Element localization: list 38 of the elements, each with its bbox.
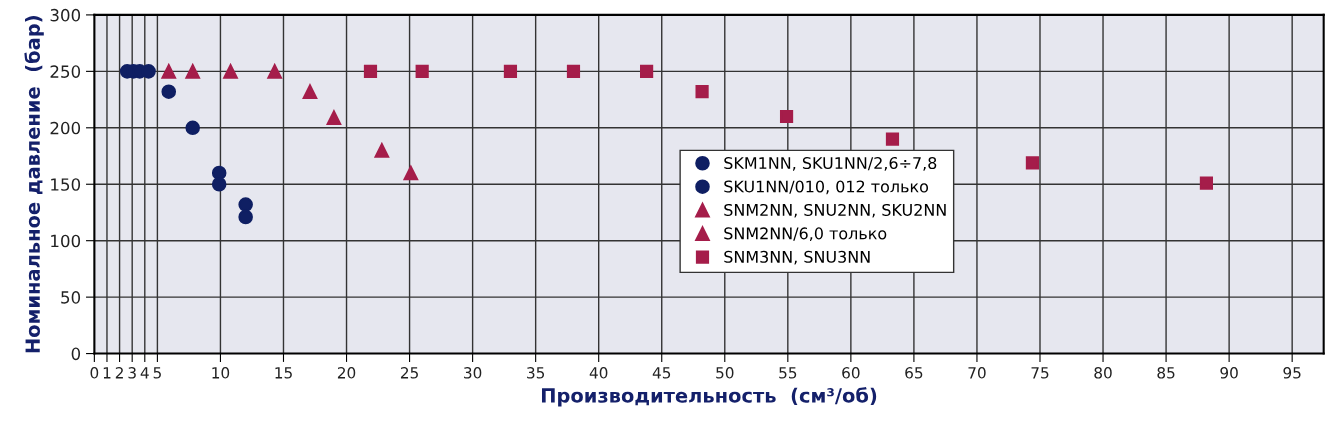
legend-label: SNM3NN, SNU3NN	[724, 250, 870, 265]
y-tick-label: 100	[51, 234, 81, 248]
legend-label: SNM2NN, SNU2NN, SKU2NN	[724, 203, 946, 218]
x-tick-label: 25	[400, 367, 418, 379]
x-tick-label: 2	[115, 367, 123, 379]
y-tick-label: 50	[61, 291, 81, 304]
y-tick-label: 250	[50, 65, 81, 78]
x-tick-label: 60	[842, 367, 860, 379]
y-axis-title: Номинальное давление (бар)	[24, 16, 44, 353]
x-axis-title: Производительность (см³/об)	[541, 387, 877, 407]
y-tick-label: 150	[51, 178, 81, 191]
x-tick-label: 70	[968, 367, 986, 379]
x-tick-label: 50	[716, 367, 734, 379]
legend-label: SNM2NN/6,0 только	[724, 227, 887, 242]
y-tick-label: 200	[50, 121, 81, 135]
x-tick-label: 45	[652, 367, 671, 379]
x-tick-label: 1	[103, 367, 111, 379]
x-tick-label: 65	[905, 367, 923, 379]
x-tick-label: 5	[153, 367, 161, 379]
x-tick-label: 15	[275, 367, 292, 379]
x-tick-label: 30	[464, 367, 482, 379]
x-tick-label: 3	[128, 367, 136, 379]
y-tick-label: 0	[71, 347, 81, 361]
y-tick-label: 300	[50, 8, 81, 22]
x-tick-label: 95	[1283, 367, 1301, 379]
x-tick-label: 40	[589, 367, 608, 379]
x-tick-label: 55	[779, 367, 797, 379]
x-tick-label: 0	[90, 367, 99, 379]
x-tick-label: 90	[1220, 367, 1238, 379]
x-tick-label: 35	[527, 367, 545, 379]
x-tick-label: 20	[337, 367, 356, 379]
x-tick-label: 75	[1031, 367, 1049, 379]
legend-label: SKU1NN/010, 012 только	[724, 180, 929, 195]
x-tick-label: 10	[212, 367, 230, 379]
legend-label: SKM1NN, SKU1NN/2,6÷7,8	[724, 157, 937, 171]
x-tick-label: 85	[1157, 367, 1175, 379]
x-tick-label: 4	[140, 367, 149, 379]
x-tick-label: 80	[1094, 367, 1112, 379]
